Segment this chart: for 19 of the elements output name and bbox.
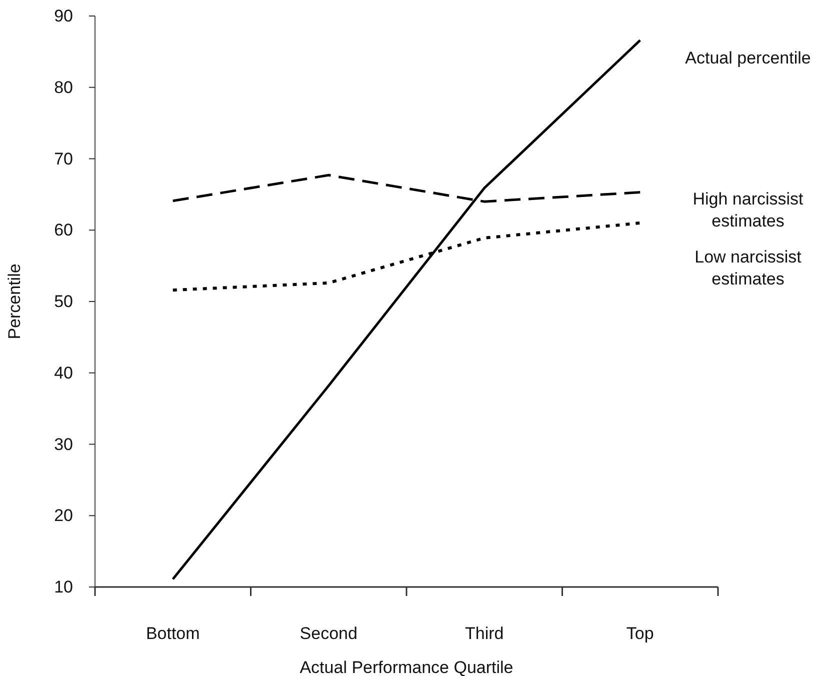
text: Low narcissist estimates (694, 247, 802, 288)
y-tick-label: 90 (54, 6, 73, 26)
y-tick-label: 80 (54, 78, 73, 97)
x-tick-label: Top (626, 624, 654, 643)
x-tick-label: Second (300, 624, 358, 643)
x-axis-title: Actual Performance Quartile (300, 658, 514, 676)
y-tick-label: 10 (54, 578, 73, 596)
y-tick-label: 70 (54, 149, 73, 168)
y-tick-label: 60 (54, 220, 73, 240)
y-axis-title: Percentile (5, 264, 24, 340)
text: Actual percentile (685, 48, 811, 68)
y-tick-label: 50 (54, 292, 73, 311)
x-tick-label: Third (465, 624, 504, 643)
line-series (172, 39, 642, 580)
x-tick-label: Bottom (146, 624, 200, 643)
y-tick-label: 30 (54, 434, 73, 454)
text: High narcissist estimates (692, 189, 804, 230)
y-tick-label: 20 (54, 506, 73, 526)
y-tick-label: 40 (54, 363, 73, 382)
